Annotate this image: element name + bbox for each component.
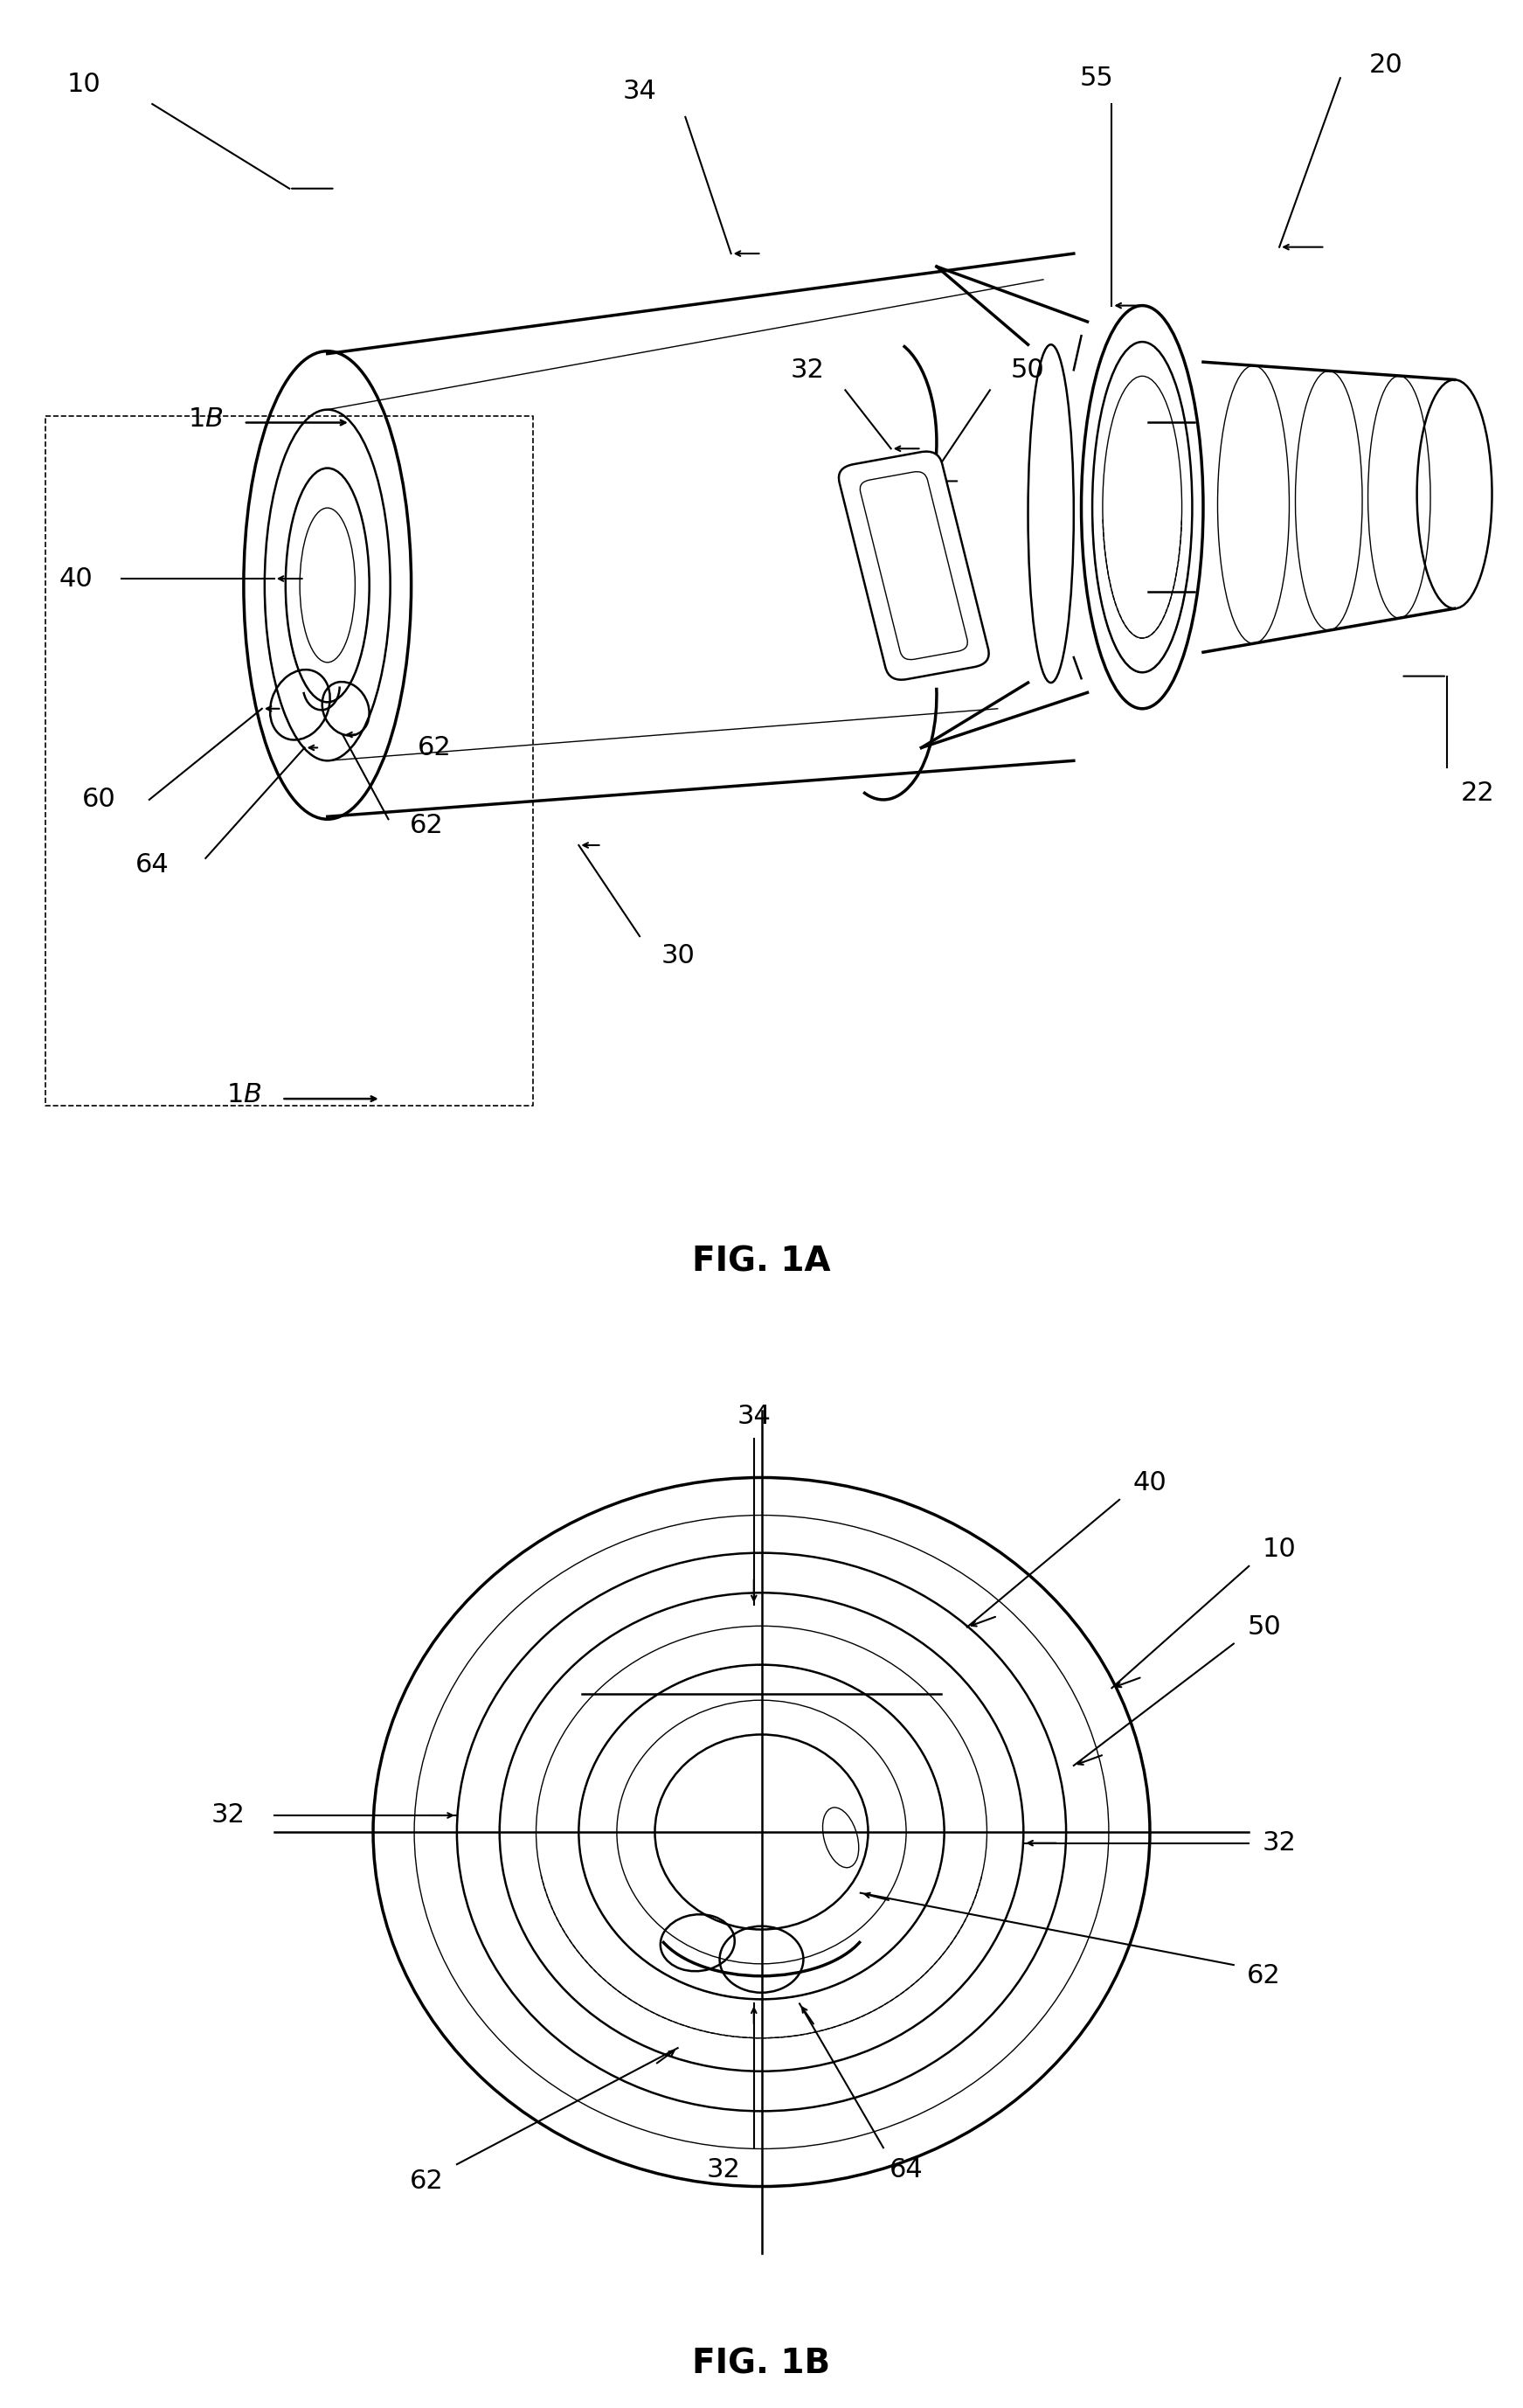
Text: 34: 34 bbox=[623, 79, 656, 104]
FancyBboxPatch shape bbox=[860, 472, 967, 660]
Text: 62: 62 bbox=[417, 734, 451, 761]
Text: 60: 60 bbox=[82, 787, 116, 811]
Text: 40: 40 bbox=[1133, 1471, 1167, 1495]
Text: 50: 50 bbox=[1011, 359, 1045, 383]
Text: 22: 22 bbox=[1461, 780, 1494, 807]
Text: 10: 10 bbox=[67, 72, 101, 96]
Text: 62: 62 bbox=[1247, 1963, 1281, 1989]
Text: $\mathit{1B}$: $\mathit{1B}$ bbox=[225, 1081, 262, 1108]
Text: 20: 20 bbox=[1369, 53, 1403, 77]
Text: FIG. 1B: FIG. 1B bbox=[693, 2348, 830, 2379]
Text: 32: 32 bbox=[212, 1804, 245, 1828]
FancyBboxPatch shape bbox=[839, 453, 988, 679]
Text: 62: 62 bbox=[410, 2167, 443, 2194]
Text: 64: 64 bbox=[889, 2158, 923, 2182]
Text: 64: 64 bbox=[136, 852, 169, 877]
Text: 62: 62 bbox=[410, 814, 443, 838]
Text: 32: 32 bbox=[790, 359, 824, 383]
Text: 55: 55 bbox=[1080, 65, 1113, 92]
Text: 32: 32 bbox=[707, 2158, 740, 2182]
Text: 40: 40 bbox=[59, 566, 93, 592]
Text: $\mathit{1B}$: $\mathit{1B}$ bbox=[187, 407, 224, 431]
Text: 50: 50 bbox=[1247, 1613, 1281, 1640]
Text: 30: 30 bbox=[661, 944, 694, 968]
Text: 10: 10 bbox=[1263, 1536, 1296, 1563]
Text: FIG. 1A: FIG. 1A bbox=[691, 1245, 832, 1279]
Text: 34: 34 bbox=[737, 1404, 771, 1430]
Text: 32: 32 bbox=[1263, 1830, 1296, 1857]
